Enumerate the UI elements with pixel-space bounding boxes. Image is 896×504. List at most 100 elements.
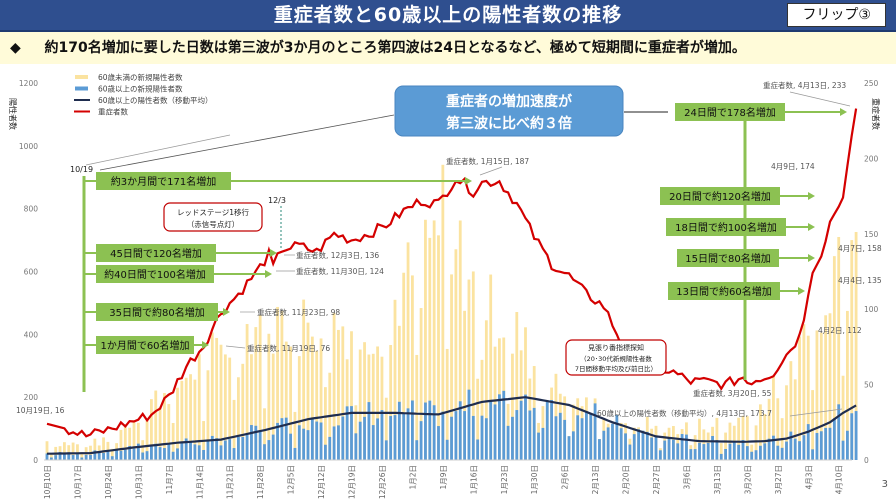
bar-under60 (128, 427, 132, 460)
bar-under60 (189, 374, 192, 460)
subheader: ◆ 約170名増加に要した日数は第三波が3か月のところ第四波は24日となるなど、… (10, 32, 746, 64)
bar-over60 (163, 448, 166, 460)
bar-under60 (258, 315, 262, 460)
bar-under60 (337, 329, 340, 460)
bar-under60 (293, 411, 297, 460)
bar-over60 (567, 436, 571, 460)
bar-over60 (767, 438, 771, 460)
y-right-axis-title: 重症者数 (871, 98, 881, 130)
bar-under60 (363, 342, 366, 460)
y-left-tick-label: 600 (24, 268, 39, 277)
bar-under60 (441, 164, 445, 460)
bar-over60 (471, 415, 475, 460)
bar-over60 (846, 430, 849, 460)
bar-over60 (358, 421, 362, 460)
bar-over60 (754, 450, 758, 460)
bar-under60 (171, 423, 175, 460)
lines-layer (46, 108, 858, 455)
bar-over60 (576, 415, 580, 460)
bar-over60 (776, 445, 780, 460)
bar-over60 (297, 425, 301, 460)
bar-over60 (532, 407, 536, 460)
bar-over60 (450, 416, 453, 460)
green-box-right-label: 18日間で約100名増加 (675, 221, 777, 234)
bar-over60 (658, 450, 662, 460)
bar-over60 (632, 434, 636, 460)
leader-line (225, 345, 246, 349)
watch-line1: 見張り番指標探知 (588, 343, 644, 352)
bar-under60 (737, 417, 741, 460)
bar-under60 (437, 235, 440, 460)
leader-line (789, 408, 843, 417)
red-stage-line2: （赤信号点灯） (187, 219, 240, 229)
bar-over60 (793, 438, 797, 460)
green-box-left-label: 約40日間で100名増加 (104, 268, 206, 281)
x-tick-label: 3月13日 (713, 465, 722, 494)
bar-under60 (154, 390, 158, 460)
bar-over60 (219, 445, 223, 460)
bar-over60 (819, 431, 823, 460)
bar-over60 (258, 431, 262, 460)
bar-over60 (128, 446, 132, 460)
bar-under60 (380, 356, 384, 460)
bar-under60 (759, 404, 762, 460)
bar-over60 (828, 427, 832, 460)
speed-callout-line1: 重症者の増加速度が (446, 93, 573, 110)
bar-over60 (337, 425, 340, 460)
x-tick-label: 2月13日 (591, 465, 600, 494)
bar-over60 (815, 432, 819, 460)
bar-under60 (471, 271, 475, 460)
bar-under60 (332, 313, 336, 460)
bar-over60 (328, 436, 332, 460)
bar-over60 (145, 451, 149, 460)
bar-under60 (458, 220, 462, 460)
green-box-left (96, 172, 231, 190)
bar-over60 (480, 415, 484, 460)
bar-over60 (432, 405, 436, 460)
bar-over60 (397, 401, 401, 460)
bar-over60 (772, 435, 775, 460)
bar-over60 (393, 415, 397, 460)
x-tick-label: 2月20日 (622, 465, 631, 494)
bar-under60 (350, 331, 353, 460)
bar-under60 (802, 324, 806, 460)
bar-over60 (571, 431, 575, 460)
bar-over60 (606, 427, 610, 460)
bar-over60 (837, 404, 841, 460)
bar-under60 (693, 435, 697, 460)
legend-swatch (75, 86, 88, 91)
bar-over60 (467, 389, 471, 460)
bar-over60 (645, 431, 649, 460)
date-marker-1019: 10/19 (70, 165, 93, 174)
bar-under60 (276, 306, 279, 460)
bar-over60 (376, 418, 379, 460)
bar-over60 (806, 424, 810, 460)
bar-over60 (141, 452, 145, 460)
bar-under60 (237, 377, 240, 460)
bar-under60 (428, 237, 432, 460)
bar-over60 (171, 451, 175, 460)
x-tick-label: 1月9日 (439, 465, 448, 490)
data-label: 10月19日, 16 (16, 406, 65, 415)
bar-under60 (454, 249, 458, 460)
bar-under60 (480, 359, 484, 460)
bar-over60 (489, 400, 493, 460)
bar-over60 (824, 427, 828, 460)
bar-over60 (541, 427, 545, 460)
green-box-left-label: 45日間で120名増加 (110, 247, 202, 260)
bar-over60 (715, 440, 719, 460)
bar-over60 (619, 428, 623, 460)
bar-over60 (685, 434, 688, 460)
bar-over60 (189, 442, 192, 460)
bar-over60 (315, 421, 319, 460)
bar-under60 (280, 311, 284, 460)
bar-over60 (437, 426, 440, 460)
legend-swatch (75, 75, 88, 79)
bar-over60 (102, 452, 105, 460)
arrow-head-icon (202, 341, 209, 349)
bar-under60 (467, 279, 471, 460)
y-right-tick-label: 250 (864, 79, 879, 88)
y-left-tick-label: 200 (24, 393, 39, 402)
bar-over60 (580, 418, 584, 460)
bar-under60 (415, 354, 419, 460)
